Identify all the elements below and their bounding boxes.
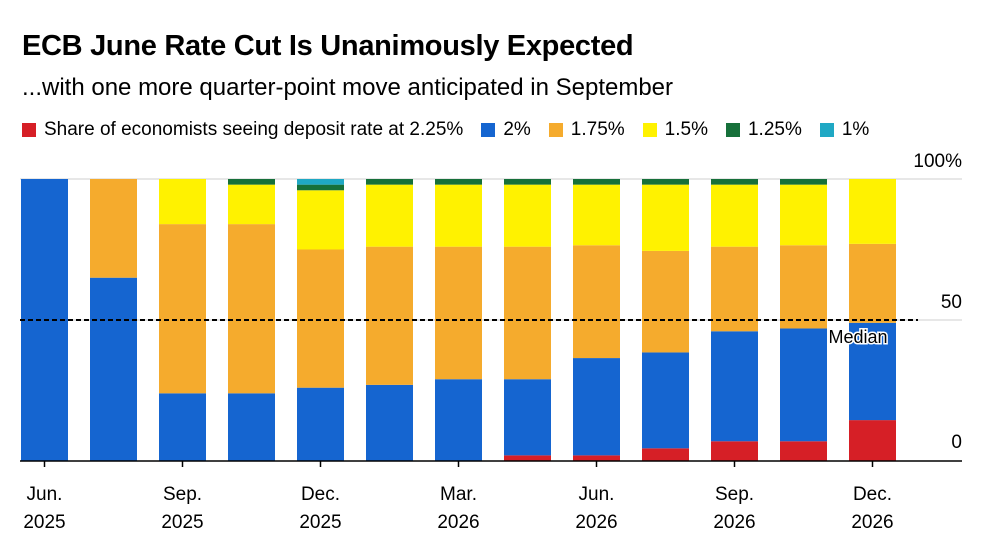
x-tick-label-month-8: Jun. xyxy=(579,484,615,505)
bar-segment-4-3 xyxy=(297,190,344,250)
legend: Share of economists seeing deposit rate … xyxy=(22,119,887,141)
x-tick-label-month-6: Mar. xyxy=(440,484,477,505)
bar-segment-10-1 xyxy=(711,331,758,442)
bar-segment-10-4 xyxy=(711,179,758,185)
bar-segment-4-4 xyxy=(297,184,344,191)
bar-segment-10-3 xyxy=(711,184,758,247)
bar-segment-11-3 xyxy=(780,184,827,246)
chart-subtitle: ...with one more quarter-point move anti… xyxy=(22,74,674,101)
legend-item-1-75: 1.75% xyxy=(548,119,625,141)
x-tick-label-year-8: 2026 xyxy=(575,512,617,533)
legend-label-2: 2% xyxy=(503,119,531,140)
bar-segment-5-3 xyxy=(366,184,413,247)
bar-segment-8-2 xyxy=(573,245,620,359)
bar-segment-7-1 xyxy=(504,379,551,456)
bar-segment-1-1 xyxy=(90,277,137,461)
bar-segment-8-1 xyxy=(573,358,620,456)
bar-segment-7-4 xyxy=(504,179,551,185)
bar-segment-3-4 xyxy=(228,179,275,185)
bar-segment-5-2 xyxy=(366,246,413,385)
bar-segment-11-2 xyxy=(780,245,827,329)
bar-segment-12-3 xyxy=(849,179,896,244)
bar-segment-10-0 xyxy=(711,441,758,461)
x-tick-label-month-0: Jun. xyxy=(27,484,63,505)
legend-label-2-25: Share of economists seeing deposit rate … xyxy=(44,119,464,140)
bar-segment-8-0 xyxy=(573,455,620,461)
bar-segment-5-4 xyxy=(366,179,413,185)
legend-label-1-5: 1.5% xyxy=(664,119,708,140)
x-tick-label-year-0: 2025 xyxy=(23,512,65,533)
x-tick-label-month-4: Dec. xyxy=(301,484,340,505)
bar-segment-9-3 xyxy=(642,184,689,251)
x-tick-label-year-10: 2026 xyxy=(713,512,755,533)
x-tick-label-year-4: 2025 xyxy=(299,512,341,533)
legend-item-1: 1% xyxy=(819,119,870,141)
y-tick-label-100: 100% xyxy=(913,151,962,172)
bar-segment-4-5 xyxy=(297,179,344,185)
legend-swatch-2-25 xyxy=(22,123,36,137)
y-tick-label-50: 50 xyxy=(941,292,962,313)
bar-segment-7-2 xyxy=(504,246,551,380)
legend-item-2: 2% xyxy=(481,119,531,141)
chart-title: ECB June Rate Cut Is Unanimously Expecte… xyxy=(22,30,634,62)
x-tick-label-year-2: 2025 xyxy=(161,512,203,533)
bar-segment-7-3 xyxy=(504,184,551,247)
bar-segment-5-1 xyxy=(366,384,413,461)
legend-label-1-25: 1.25% xyxy=(747,119,802,140)
x-tick-label-month-12: Dec. xyxy=(853,484,892,505)
bar-segment-12-1 xyxy=(849,322,896,421)
bar-segment-9-2 xyxy=(642,250,689,353)
legend-item-1-5: 1.5% xyxy=(642,119,708,141)
bar-segment-11-0 xyxy=(780,441,827,461)
bar-segment-6-3 xyxy=(435,184,482,247)
bar-segment-10-2 xyxy=(711,246,758,332)
bar-segment-3-3 xyxy=(228,184,275,225)
bar-segment-9-0 xyxy=(642,448,689,461)
legend-swatch-2 xyxy=(481,123,496,137)
bar-segment-2-2 xyxy=(159,224,206,394)
bar-segment-12-2 xyxy=(849,243,896,323)
bar-segment-2-3 xyxy=(159,179,206,225)
bar-segment-4-1 xyxy=(297,387,344,461)
legend-label-1: 1% xyxy=(841,119,870,140)
bar-segment-12-0 xyxy=(849,420,896,461)
legend-swatch-1 xyxy=(819,123,834,137)
x-tick-label-year-12: 2026 xyxy=(851,512,893,533)
bar-segment-6-4 xyxy=(435,179,482,185)
bar-segment-1-2 xyxy=(90,179,137,278)
bar-segment-11-1 xyxy=(780,328,827,442)
x-tick-label-month-10: Sep. xyxy=(715,484,754,505)
legend-swatch-1-5 xyxy=(642,123,657,137)
bar-segment-3-2 xyxy=(228,224,275,394)
bar-segment-7-0 xyxy=(504,455,551,461)
bar-segment-9-1 xyxy=(642,352,689,449)
legend-swatch-1-75 xyxy=(548,123,563,137)
bar-segment-2-1 xyxy=(159,393,206,461)
y-tick-label-0: 0 xyxy=(951,432,962,453)
x-tick-label-month-2: Sep. xyxy=(163,484,202,505)
bar-segment-3-1 xyxy=(228,393,275,461)
bar-segment-4-2 xyxy=(297,249,344,388)
legend-swatch-1-25 xyxy=(725,123,740,137)
legend-item-1-25: 1.25% xyxy=(725,119,802,141)
legend-label-1-75: 1.75% xyxy=(570,119,625,140)
bar-segment-11-4 xyxy=(780,179,827,185)
bar-segment-9-4 xyxy=(642,179,689,185)
x-tick-label-year-6: 2026 xyxy=(437,512,479,533)
bar-segment-8-3 xyxy=(573,184,620,246)
bar-segment-6-1 xyxy=(435,379,482,461)
median-label: Median xyxy=(828,327,887,347)
bar-segment-6-2 xyxy=(435,246,482,380)
legend-item-2-25: Share of economists seeing deposit rate … xyxy=(22,119,463,141)
bar-segment-8-4 xyxy=(573,179,620,185)
